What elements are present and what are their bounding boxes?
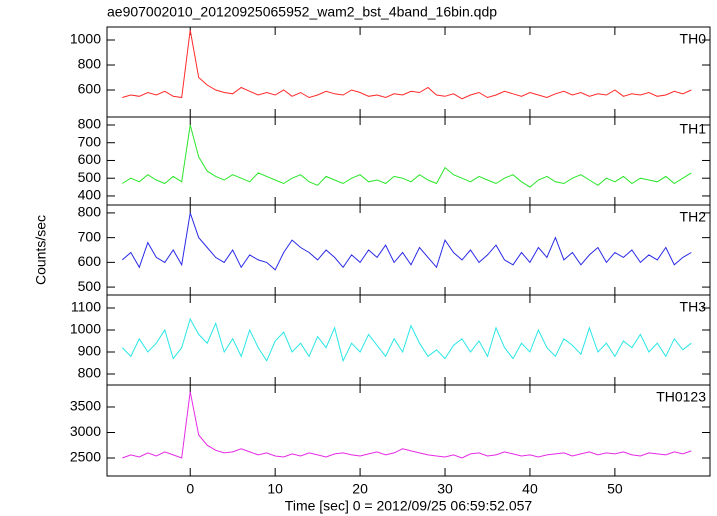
y-tick-label: 800 bbox=[78, 204, 102, 220]
panel-label: TH0123 bbox=[656, 389, 706, 405]
y-tick-label: 700 bbox=[78, 133, 102, 149]
y-tick-label: 900 bbox=[78, 343, 102, 359]
panel-frame bbox=[106, 204, 711, 296]
y-tick-label: 500 bbox=[78, 169, 102, 185]
panel-label: TH1 bbox=[680, 121, 707, 137]
y-tick-label: 800 bbox=[78, 116, 102, 132]
panel-label: TH2 bbox=[680, 209, 707, 225]
y-tick-label: 600 bbox=[78, 151, 102, 167]
x-tick-label: 0 bbox=[186, 481, 194, 497]
light-curve bbox=[121, 317, 692, 363]
y-tick-label: 700 bbox=[78, 228, 102, 244]
light-curve bbox=[121, 212, 692, 271]
x-tick-label: 30 bbox=[437, 481, 453, 497]
y-tick-label: 500 bbox=[78, 278, 102, 294]
y-tick-label: 3000 bbox=[70, 423, 101, 439]
panel-label: TH3 bbox=[680, 299, 707, 315]
y-tick-label: 800 bbox=[78, 56, 102, 72]
x-axis-label: Time [sec] 0 = 2012/09/25 06:59:52.057 bbox=[285, 498, 533, 514]
x-tick-label: 10 bbox=[267, 481, 283, 497]
panel-frame bbox=[106, 294, 711, 386]
x-tick-label: 50 bbox=[607, 481, 623, 497]
panel-label: TH0 bbox=[680, 31, 707, 47]
y-tick-label: 600 bbox=[78, 81, 102, 97]
panel-frame bbox=[106, 384, 711, 477]
x-tick-label: 20 bbox=[352, 481, 368, 497]
y-tick-label: 1000 bbox=[70, 321, 101, 337]
y-tick-label: 400 bbox=[78, 187, 102, 203]
y-tick-label: 800 bbox=[78, 365, 102, 381]
y-tick-label: 3500 bbox=[70, 398, 101, 414]
light-curve bbox=[122, 391, 692, 459]
y-tick-label: 1100 bbox=[71, 299, 101, 315]
panel-frame bbox=[106, 116, 711, 206]
y-tick-label: 600 bbox=[78, 253, 102, 269]
x-tick-label: 40 bbox=[522, 481, 538, 497]
light-curve bbox=[122, 29, 692, 100]
y-tick-label: 1000 bbox=[70, 31, 101, 47]
light-curve bbox=[122, 124, 692, 188]
chart-title: ae907002010_20120925065952_wam2_bst_4ban… bbox=[107, 4, 497, 20]
y-tick-label: 2500 bbox=[70, 449, 101, 465]
y-axis-label: Counts/sec bbox=[33, 215, 49, 285]
